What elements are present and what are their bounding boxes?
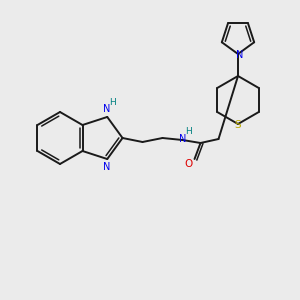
Text: N: N <box>103 162 110 172</box>
Text: H: H <box>185 128 192 136</box>
Text: O: O <box>184 159 193 169</box>
Text: N: N <box>179 134 186 144</box>
Text: N: N <box>103 104 110 114</box>
Text: S: S <box>235 120 241 130</box>
Text: N: N <box>236 50 244 60</box>
Text: H: H <box>109 98 116 107</box>
